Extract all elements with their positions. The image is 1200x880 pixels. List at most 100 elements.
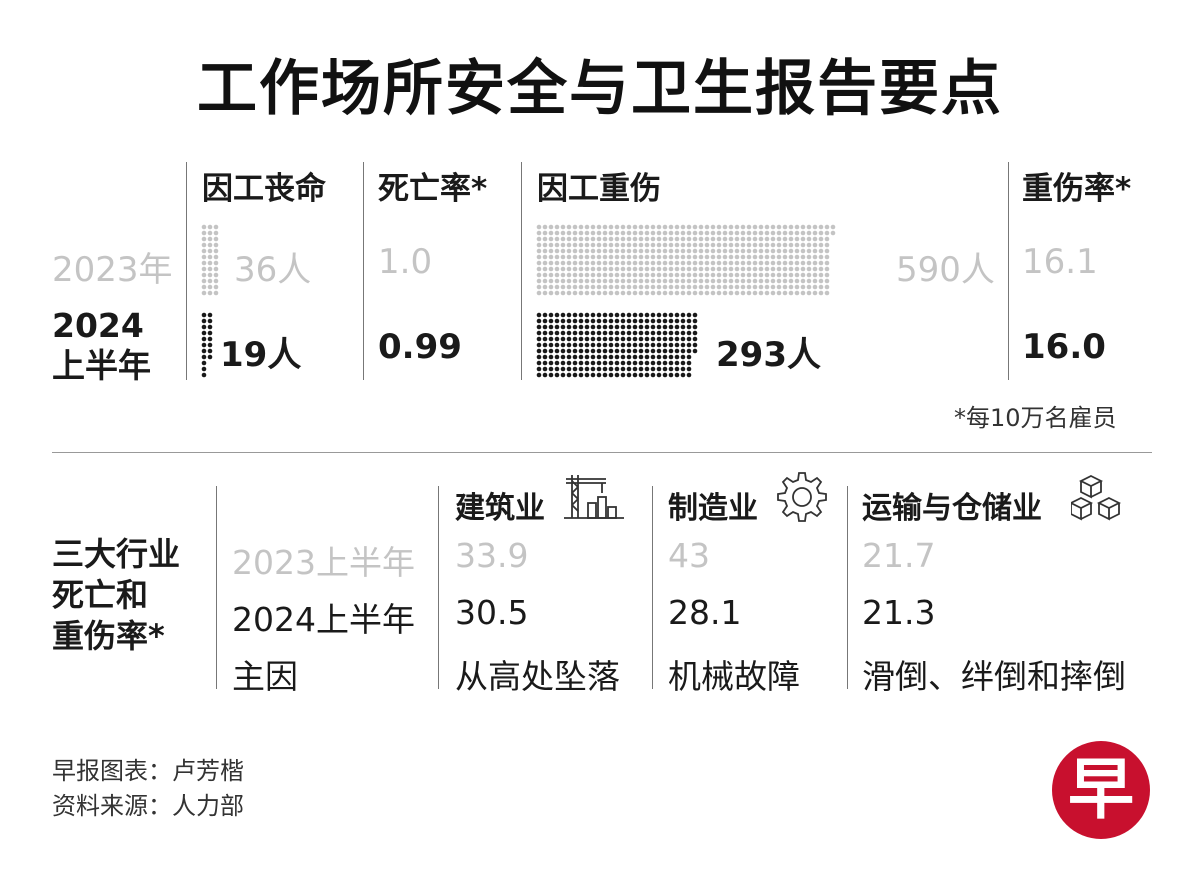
person-dot bbox=[644, 366, 650, 372]
person-dot bbox=[536, 336, 542, 342]
person-dot bbox=[644, 290, 650, 296]
person-dot bbox=[584, 366, 590, 372]
person-dot bbox=[566, 260, 572, 266]
person-dot bbox=[722, 260, 728, 266]
injuries-dot-grid-2024 bbox=[536, 312, 698, 382]
manufacturing-2024: 28.1 bbox=[668, 593, 742, 632]
person-dot bbox=[722, 224, 728, 230]
person-dot bbox=[662, 324, 668, 330]
person-dot bbox=[650, 290, 656, 296]
person-dot bbox=[207, 272, 213, 278]
person-dot bbox=[614, 360, 620, 366]
person-dot bbox=[686, 242, 692, 248]
person-dot bbox=[644, 342, 650, 348]
person-dot bbox=[644, 254, 650, 260]
header-injuries: 因工重伤 bbox=[537, 171, 661, 207]
person-dot bbox=[207, 260, 213, 266]
industry-row-title-line3: 重伤率* bbox=[52, 617, 165, 655]
person-dot bbox=[704, 290, 710, 296]
person-dot bbox=[590, 372, 596, 378]
person-dot bbox=[578, 312, 584, 318]
divider bbox=[216, 486, 217, 689]
person-dot bbox=[668, 318, 674, 324]
person-dot bbox=[698, 272, 704, 278]
person-dot bbox=[806, 248, 812, 254]
person-dot bbox=[207, 330, 213, 336]
person-dot bbox=[536, 360, 542, 366]
person-dot bbox=[698, 290, 704, 296]
person-dot bbox=[638, 254, 644, 260]
person-dot bbox=[800, 242, 806, 248]
person-dot bbox=[584, 290, 590, 296]
person-dot bbox=[812, 254, 818, 260]
person-dot bbox=[572, 278, 578, 284]
person-dot bbox=[788, 284, 794, 290]
person-dot bbox=[752, 254, 758, 260]
person-dot bbox=[542, 342, 548, 348]
person-dot bbox=[578, 260, 584, 266]
person-dot bbox=[542, 242, 548, 248]
person-dot bbox=[650, 336, 656, 342]
person-dot bbox=[782, 272, 788, 278]
person-dot bbox=[758, 272, 764, 278]
person-dot bbox=[818, 260, 824, 266]
person-dot bbox=[632, 224, 638, 230]
person-dot bbox=[620, 224, 626, 230]
person-dot bbox=[656, 366, 662, 372]
person-dot bbox=[608, 354, 614, 360]
person-dot bbox=[620, 254, 626, 260]
person-dot bbox=[716, 290, 722, 296]
person-dot bbox=[668, 342, 674, 348]
person-dot bbox=[548, 260, 554, 266]
person-dot bbox=[644, 272, 650, 278]
person-dot bbox=[776, 230, 782, 236]
person-dot bbox=[656, 278, 662, 284]
person-dot bbox=[590, 290, 596, 296]
person-dot bbox=[638, 366, 644, 372]
person-dot bbox=[626, 354, 632, 360]
person-dot bbox=[548, 266, 554, 272]
person-dot bbox=[542, 266, 548, 272]
person-dot bbox=[800, 290, 806, 296]
person-dot bbox=[614, 284, 620, 290]
person-dot bbox=[788, 290, 794, 296]
person-dot bbox=[734, 242, 740, 248]
person-dot bbox=[632, 312, 638, 318]
person-dot bbox=[722, 272, 728, 278]
person-dot bbox=[620, 278, 626, 284]
person-dot bbox=[596, 360, 602, 366]
person-dot bbox=[680, 284, 686, 290]
person-dot bbox=[770, 290, 776, 296]
person-dot bbox=[620, 354, 626, 360]
person-dot bbox=[776, 254, 782, 260]
person-dot bbox=[614, 278, 620, 284]
person-dot bbox=[590, 242, 596, 248]
person-dot bbox=[207, 242, 213, 248]
person-dot bbox=[794, 230, 800, 236]
person-dot bbox=[207, 248, 213, 254]
person-dot bbox=[620, 348, 626, 354]
person-dot bbox=[722, 230, 728, 236]
person-dot bbox=[560, 318, 566, 324]
person-dot bbox=[746, 272, 752, 278]
person-dot bbox=[734, 260, 740, 266]
person-dot bbox=[650, 318, 656, 324]
person-dot bbox=[710, 284, 716, 290]
person-dot bbox=[602, 366, 608, 372]
person-dot bbox=[698, 260, 704, 266]
person-dot bbox=[812, 242, 818, 248]
person-dot bbox=[590, 360, 596, 366]
person-dot bbox=[590, 260, 596, 266]
person-dot bbox=[764, 266, 770, 272]
person-dot bbox=[752, 236, 758, 242]
person-dot bbox=[548, 354, 554, 360]
person-dot bbox=[602, 242, 608, 248]
person-dot bbox=[554, 330, 560, 336]
person-dot bbox=[686, 318, 692, 324]
person-dot bbox=[602, 290, 608, 296]
person-dot bbox=[650, 224, 656, 230]
person-dot bbox=[668, 260, 674, 266]
person-dot bbox=[542, 318, 548, 324]
person-dot bbox=[734, 230, 740, 236]
person-dot bbox=[710, 266, 716, 272]
